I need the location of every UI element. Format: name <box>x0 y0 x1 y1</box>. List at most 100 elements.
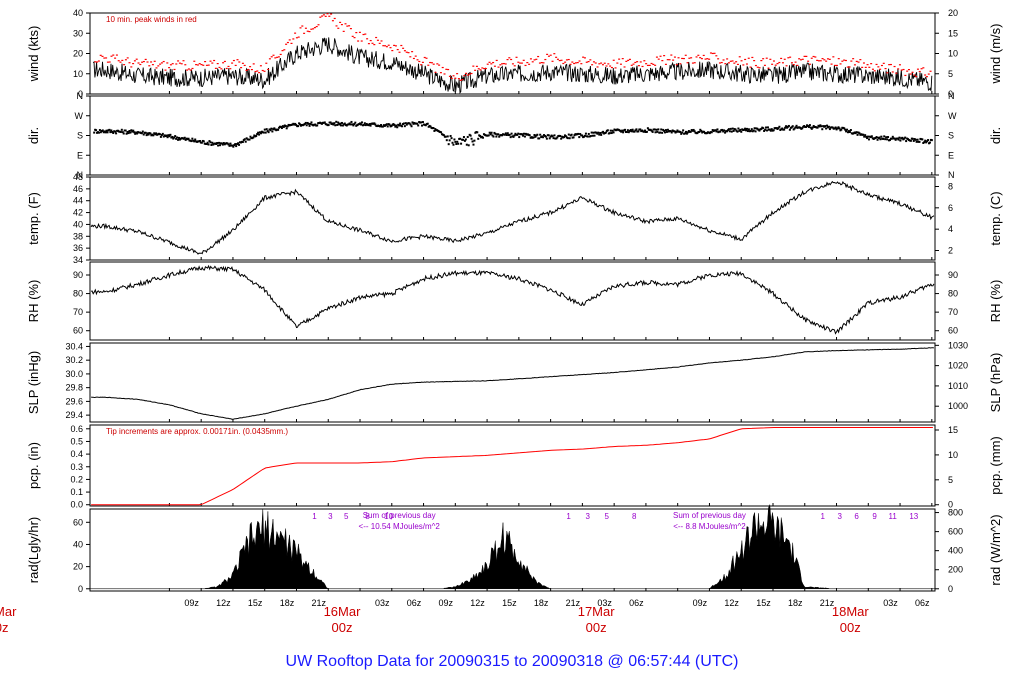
dir-point <box>644 129 647 132</box>
dir-point <box>675 130 678 133</box>
dir-point <box>210 144 213 147</box>
dir-point <box>637 130 640 133</box>
rad-hour-mark: 6 <box>854 512 859 521</box>
dir-point <box>488 131 491 134</box>
dir-point <box>399 122 402 125</box>
dir-point <box>795 124 798 127</box>
dir-point <box>477 137 480 140</box>
dir-right-tick-label: N <box>948 91 955 101</box>
temp-left-tick-label: 44 <box>73 196 83 206</box>
dir-point <box>473 139 476 142</box>
rad-left-tick-label: 40 <box>73 539 83 549</box>
dir-series-points <box>93 120 933 148</box>
dir-point <box>924 139 927 142</box>
dir-point <box>112 132 115 135</box>
dir-point <box>153 132 156 135</box>
rh-left-tick-label: 70 <box>73 307 83 317</box>
dir-point <box>745 127 748 130</box>
dir-point <box>336 123 339 126</box>
page-title: UW Rooftop Data for 20090315 to 20090318… <box>286 653 739 670</box>
dir-point <box>635 128 638 131</box>
dir-point <box>110 129 113 132</box>
rh-right-tick-label: 70 <box>948 307 958 317</box>
x-tick-label: 06z <box>629 598 644 608</box>
dir-point <box>750 128 753 131</box>
dir-point <box>364 124 367 127</box>
wind-panel-note: 10 min. peak winds in red <box>106 15 197 24</box>
x-tick-label: 12z <box>216 598 231 608</box>
dir-point <box>359 122 362 125</box>
rh-left-tick-label: 60 <box>73 326 83 336</box>
pcp-left-tick-label: 0.4 <box>70 449 83 459</box>
dir-point <box>725 130 728 133</box>
dir-point <box>159 135 162 138</box>
dir-point <box>509 136 512 139</box>
dir-point <box>127 132 130 135</box>
dir-point <box>664 131 667 134</box>
dir-point <box>244 140 247 143</box>
dir-point <box>243 138 246 141</box>
dir-point <box>217 144 220 147</box>
dir-point <box>467 144 470 147</box>
dir-point <box>476 131 479 134</box>
dir-point <box>781 127 784 130</box>
dir-point <box>333 122 336 125</box>
dir-point <box>896 137 899 140</box>
dir-point <box>883 135 886 138</box>
dir-point <box>459 137 462 140</box>
dir-point <box>400 125 403 128</box>
dir-point <box>711 129 714 132</box>
dir-point <box>448 139 451 142</box>
dir-point <box>497 133 500 136</box>
dir-point <box>828 128 831 131</box>
dir-point <box>747 128 750 131</box>
dir-point <box>177 138 180 141</box>
dir-point <box>206 141 209 144</box>
rad-hour-mark: 1 <box>566 512 571 521</box>
dir-point <box>114 130 117 133</box>
wind-left-tick-label: 20 <box>73 49 83 59</box>
dir-point <box>125 132 128 135</box>
dir-point <box>442 134 445 137</box>
dir-point <box>168 135 171 138</box>
dir-point <box>106 131 109 134</box>
dir-point <box>234 143 237 146</box>
dir-point <box>266 130 269 133</box>
dir-left-tick-label: W <box>75 111 84 121</box>
dir-point <box>492 135 495 138</box>
dir-point <box>470 137 473 140</box>
dir-point <box>794 126 797 129</box>
dir-point <box>809 126 812 129</box>
dir-point <box>831 126 834 129</box>
rad-panel-frame <box>89 508 936 592</box>
dir-point <box>553 134 556 137</box>
dir-point <box>278 126 281 129</box>
dir-point <box>807 125 810 128</box>
dir-point <box>606 129 609 132</box>
x-tick-label: 18z <box>534 598 549 608</box>
day-label-time: 00z <box>332 620 353 635</box>
day-label-time: 00z <box>586 620 607 635</box>
dir-point <box>810 127 813 130</box>
dir-point <box>379 125 382 128</box>
wind-right-tick-label: 15 <box>948 28 958 38</box>
rad-hour-mark: 3 <box>585 512 590 521</box>
dir-point <box>696 132 699 135</box>
dir-point <box>172 137 175 140</box>
dir-point <box>410 125 413 128</box>
dir-point <box>238 143 241 146</box>
dir-point <box>295 124 298 127</box>
dir-point <box>329 121 332 124</box>
dir-point <box>878 136 881 139</box>
dir-point <box>129 131 132 134</box>
dir-point <box>512 135 515 138</box>
dir-point <box>625 131 628 134</box>
dir-point <box>126 130 129 133</box>
dir-point <box>335 120 338 123</box>
dir-point <box>631 128 634 131</box>
dir-point <box>890 137 893 140</box>
rad-left-tick-label: 20 <box>73 562 83 572</box>
dir-point <box>556 136 559 139</box>
dir-point <box>332 123 335 126</box>
dir-point <box>840 128 843 131</box>
